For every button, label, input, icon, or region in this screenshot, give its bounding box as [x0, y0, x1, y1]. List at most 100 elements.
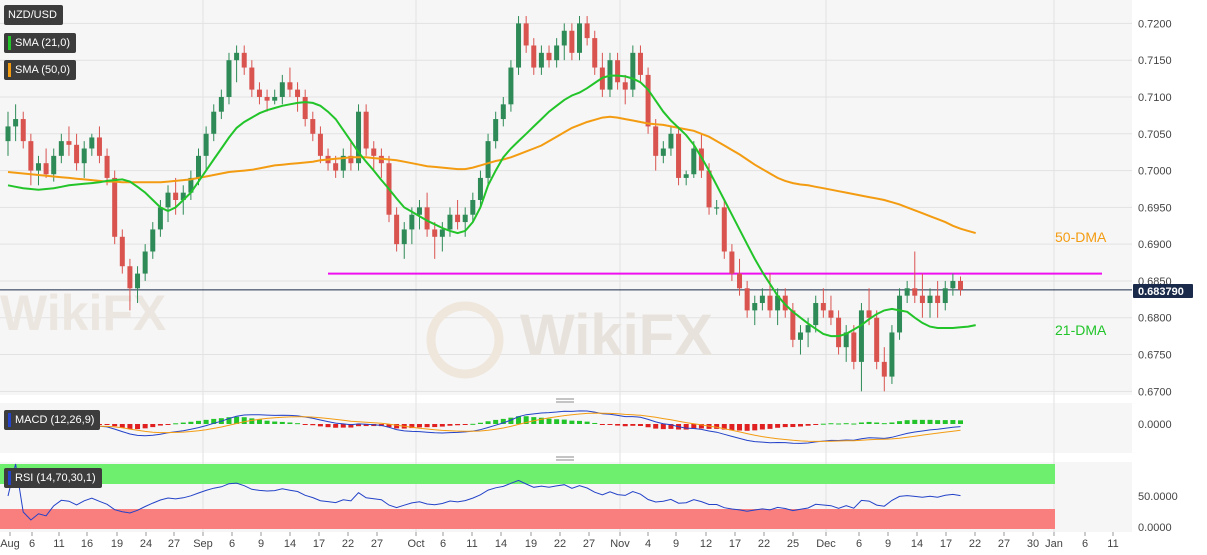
x-tick-label: 22 [342, 538, 354, 550]
macd-histogram-bar [622, 424, 628, 427]
x-tick-label: 6 [440, 538, 446, 550]
candle-body [477, 177, 483, 200]
candle-body [416, 207, 422, 215]
candle-body [744, 288, 750, 311]
candle-body [912, 288, 918, 296]
candle-body [211, 111, 217, 134]
candle-body [919, 295, 925, 304]
candle-body [13, 119, 19, 127]
candle-body [58, 141, 64, 156]
x-tick-label: 16 [81, 538, 93, 550]
macd-histogram-bar [386, 424, 392, 428]
candle-body [302, 96, 308, 120]
macd-histogram-bar [950, 420, 956, 424]
macd-histogram-bar [752, 424, 758, 431]
candle-body [523, 23, 529, 46]
macd-histogram-bar [249, 418, 255, 424]
sma21-line [7, 74, 976, 338]
macd-histogram-bar [409, 424, 415, 429]
x-tick-label: Jan [1045, 538, 1063, 550]
macd-histogram-bar [935, 420, 941, 424]
macd-histogram-bar [874, 422, 880, 424]
macd-histogram-bar [592, 422, 598, 424]
candle-body [432, 229, 438, 237]
candle-body [234, 52, 240, 61]
x-tick-label: 9 [673, 538, 679, 550]
candle-body [721, 207, 727, 252]
rsi-line [7, 463, 961, 521]
macd-histogram-bar [782, 424, 788, 428]
candle-body [584, 23, 590, 39]
macd-histogram-bar [912, 419, 918, 424]
macd-histogram-bar [523, 416, 529, 424]
rsi-0-tick: 0.0000 [1138, 522, 1172, 534]
macd-histogram-bar [759, 424, 765, 430]
rsi-oversold-zone [0, 509, 1055, 529]
candle-body [241, 52, 247, 68]
candle-body [394, 214, 400, 245]
rsi-tag: RSI (14,70,30,1) [4, 468, 102, 488]
time-axis: Aug 6 11 16 19 24 27 Sep 6 9 14 17 22 27 Oct 6 11 14 19 22 2… [0, 532, 1119, 550]
macd-histogram-bar [295, 423, 301, 425]
macd-histogram-bar [897, 421, 903, 424]
sma21-swatch [8, 36, 11, 50]
macd-histogram-bar [135, 424, 141, 430]
macd-histogram-bar [805, 424, 811, 426]
macd-histogram-bar [493, 419, 499, 424]
candle-body [256, 89, 262, 97]
rsi-50-tick: 50.0000 [1138, 491, 1178, 503]
macd-histogram-bar [439, 424, 445, 427]
candle-body [813, 303, 819, 326]
macd-signal-line [8, 412, 961, 442]
candle-body [439, 229, 445, 237]
candle-body [173, 192, 179, 200]
macd-label: MACD (12,26,9) [15, 414, 95, 426]
wikifx-watermark: WikiFX WikiFX [0, 285, 713, 379]
macd-histogram-bar [927, 419, 933, 424]
x-tick-label: 17 [729, 538, 741, 550]
macd-histogram-bar [485, 421, 491, 424]
macd-histogram-bar [211, 418, 217, 424]
x-tick-label: 19 [111, 538, 123, 550]
macd-histogram-bar [447, 424, 453, 426]
macd-histogram-bar [554, 419, 560, 424]
candle-body [363, 111, 369, 149]
macd-histogram-bar [287, 422, 293, 424]
macd-histogram-bar [538, 417, 544, 424]
candle-body [935, 295, 941, 304]
macd-histogram-bar [904, 420, 910, 424]
x-tick-label: Aug [0, 538, 20, 550]
macd-histogram-bar [180, 422, 186, 424]
macd-swatch [8, 413, 11, 427]
x-tick-label: 11 [1107, 538, 1118, 550]
macd-histogram-bar [340, 424, 346, 428]
candle-body [775, 295, 781, 311]
candle-body [485, 141, 491, 178]
price-tick-label: 0.7100 [1138, 92, 1172, 104]
macd-histogram-bar [858, 422, 864, 424]
candle-body [660, 148, 666, 156]
macd-histogram-bar [698, 424, 704, 429]
candle-body [836, 317, 842, 348]
sma21-label: SMA (21,0) [15, 37, 71, 49]
macd-histogram-bar [310, 424, 316, 426]
candle-body [767, 295, 773, 311]
macd-histogram-bar [188, 421, 194, 424]
candle-body [676, 133, 682, 178]
candle-body [958, 280, 963, 290]
macd-histogram-bar [866, 421, 872, 424]
macd-histogram-bar [127, 424, 133, 429]
sma21-tag: SMA (21,0) [4, 33, 77, 53]
candle-body [43, 163, 49, 175]
x-tick-label: 17 [313, 538, 325, 550]
candle-body [51, 155, 57, 175]
candle-body [706, 170, 712, 208]
macd-histogram-bar [256, 419, 262, 424]
macd-histogram-bar [279, 421, 285, 424]
candle-body [150, 229, 156, 252]
macd-histogram-bar [729, 424, 735, 431]
candle-body [950, 280, 956, 289]
x-tick-label: 6 [856, 538, 862, 550]
candle-body [470, 200, 476, 215]
